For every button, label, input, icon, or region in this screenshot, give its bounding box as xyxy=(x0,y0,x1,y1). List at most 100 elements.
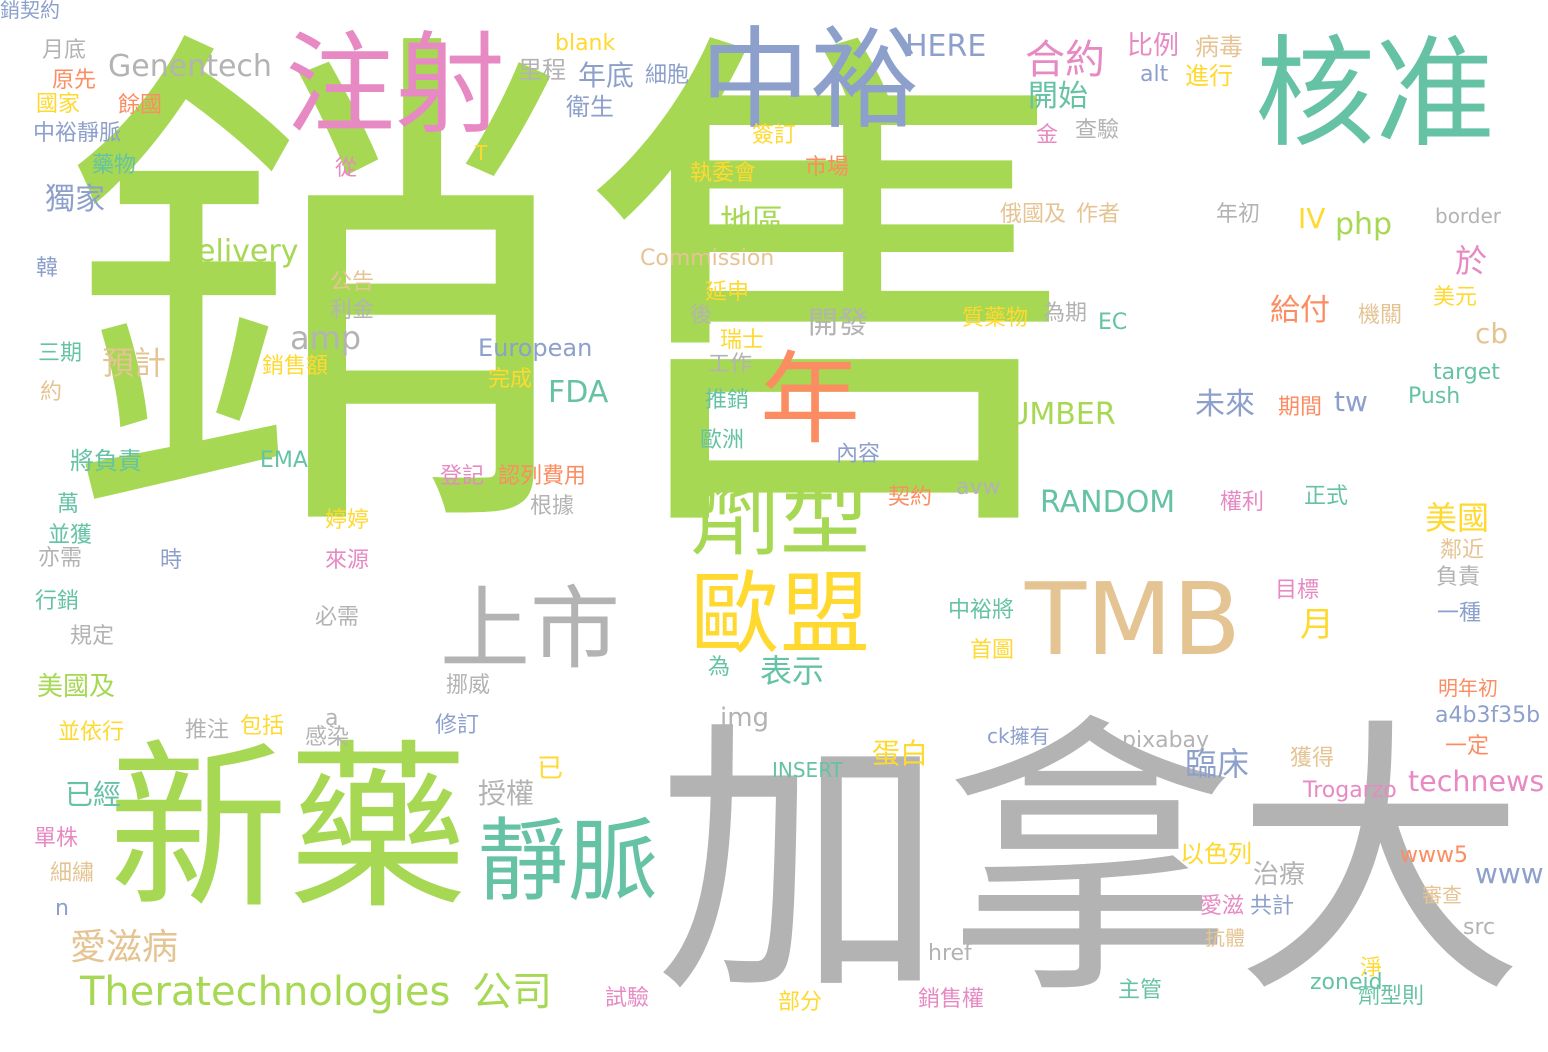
cloud-word: 首圖 xyxy=(970,638,1015,663)
cloud-word: 於 xyxy=(1455,242,1488,280)
cloud-word: 比例 xyxy=(1127,31,1180,61)
cloud-word: 細胞 xyxy=(645,63,690,88)
cloud-word: 表示 xyxy=(760,652,825,690)
cloud-word: 臨床 xyxy=(1185,745,1250,783)
cloud-word: 萬 xyxy=(57,492,80,517)
cloud-word: 試驗 xyxy=(605,986,650,1011)
cloud-word: 美國 xyxy=(1425,499,1490,537)
cloud-word: 單株 xyxy=(34,826,79,851)
cloud-word: 執委會 xyxy=(690,161,757,186)
cloud-word: 劑型則 xyxy=(1358,984,1425,1009)
cloud-word: 根據 xyxy=(530,494,575,519)
cloud-word: RANDOM xyxy=(1040,485,1176,520)
cloud-word: 瑞士 xyxy=(720,328,765,353)
cloud-word: European xyxy=(478,334,593,362)
cloud-word: 機關 xyxy=(1358,303,1403,328)
cloud-word: 已 xyxy=(537,754,564,784)
cloud-word: 推注 xyxy=(185,718,230,743)
cloud-word: 公告 xyxy=(330,270,375,295)
cloud-word: 一定 xyxy=(1445,734,1490,759)
cloud-word: www5 xyxy=(1400,843,1468,868)
cloud-word: 內容 xyxy=(836,442,881,467)
cloud-word: 新藥 xyxy=(108,725,469,934)
cloud-word: 美元 xyxy=(1433,285,1478,310)
cloud-word: 原先 xyxy=(52,68,97,93)
cloud-word: 明年初 xyxy=(1438,676,1498,700)
cloud-word: 市場 xyxy=(805,155,850,180)
cloud-word: n xyxy=(55,896,69,921)
cloud-word: 進行 xyxy=(1185,62,1233,90)
cloud-word: 中裕 xyxy=(700,16,920,144)
cloud-word: avw xyxy=(956,475,1001,500)
cloud-word: 鄰近 xyxy=(1440,538,1485,563)
cloud-word: 靜脈 xyxy=(478,809,658,914)
cloud-word: pixabay xyxy=(1122,728,1210,753)
cloud-word: 來源 xyxy=(325,548,370,573)
cloud-word: a4b3f35b xyxy=(1435,703,1541,728)
cloud-word: 銷售 xyxy=(60,0,1100,598)
cloud-word: 里程 xyxy=(518,56,566,84)
cloud-word: 注射 xyxy=(285,21,505,149)
cloud-word: FDA xyxy=(548,375,609,410)
cloud-word: cb xyxy=(1475,317,1509,350)
cloud-word: 亦需 xyxy=(38,546,83,571)
cloud-word: 審查 xyxy=(1422,883,1462,907)
cloud-word: 作者 xyxy=(1076,202,1121,227)
cloud-word: 中裕靜脈 xyxy=(33,121,122,146)
cloud-word: 韓 xyxy=(36,256,59,281)
cloud-word: 為期 xyxy=(1043,301,1088,326)
cloud-word: 為 xyxy=(708,655,731,680)
cloud-word: 歐盟 xyxy=(690,562,870,667)
cloud-word: 包括 xyxy=(240,714,285,739)
cloud-word: 預計 xyxy=(102,344,167,382)
cloud-word: border xyxy=(1435,204,1502,228)
cloud-word: 加拿大 xyxy=(655,696,1525,1033)
cloud-word: 必需 xyxy=(315,605,360,630)
cloud-word: 部分 xyxy=(778,990,823,1015)
cloud-word: 公司 xyxy=(472,969,552,1015)
cloud-word: 給付 xyxy=(1270,293,1330,328)
cloud-word: 修訂 xyxy=(435,713,480,738)
cloud-word: 以色列 xyxy=(1180,840,1252,868)
cloud-word: 年 xyxy=(760,341,860,458)
cloud-word: 查驗 xyxy=(1075,118,1120,143)
cloud-word: 後 xyxy=(690,303,713,328)
cloud-word: IV xyxy=(1298,202,1326,235)
cloud-word: 美國及 xyxy=(37,672,116,702)
cloud-word: www xyxy=(1475,857,1544,890)
cloud-word: target xyxy=(1433,360,1500,385)
cloud-word: 時 xyxy=(160,548,183,573)
cloud-word: 一種 xyxy=(1437,601,1482,626)
cloud-word: 感染 xyxy=(305,725,350,750)
cloud-word: 共計 xyxy=(1250,894,1295,919)
cloud-word: 三期 xyxy=(38,341,83,366)
cloud-word: 登記 xyxy=(440,464,485,489)
cloud-word: 目標 xyxy=(1275,578,1320,603)
cloud-word: 行銷 xyxy=(35,589,80,614)
cloud-word: 上市 xyxy=(440,577,620,682)
cloud-word: 愛滋 xyxy=(1200,894,1245,919)
cloud-word: 銷契約 xyxy=(0,0,60,22)
cloud-word: php xyxy=(1335,207,1393,242)
cloud-word: 核准 xyxy=(1255,25,1495,164)
cloud-word: 月 xyxy=(1300,605,1334,645)
cloud-word: NUMBER xyxy=(985,397,1116,432)
cloud-word: HERE xyxy=(905,29,987,64)
cloud-word: 年底 xyxy=(578,59,635,92)
cloud-word: 細繡 xyxy=(50,861,95,886)
cloud-word: 認列費用 xyxy=(498,464,587,489)
cloud-word: 月底 xyxy=(42,38,87,63)
cloud-word: 並依行 xyxy=(58,720,125,745)
cloud-word: 約 xyxy=(40,380,63,405)
cloud-word: 歐洲 xyxy=(700,428,745,453)
cloud-word: Genentech xyxy=(108,49,272,84)
cloud-word: 工作 xyxy=(708,352,753,377)
cloud-word: 愛滋病 xyxy=(70,927,179,968)
cloud-word: img xyxy=(720,703,770,733)
cloud-word: 國家 xyxy=(36,92,81,117)
cloud-word: EMA xyxy=(260,448,308,473)
cloud-word: 簽訂 xyxy=(752,123,797,148)
cloud-word: zoneid xyxy=(1310,970,1383,995)
cloud-word: 獲得 xyxy=(1290,746,1335,771)
cloud-word: 婷婷 xyxy=(325,508,370,533)
